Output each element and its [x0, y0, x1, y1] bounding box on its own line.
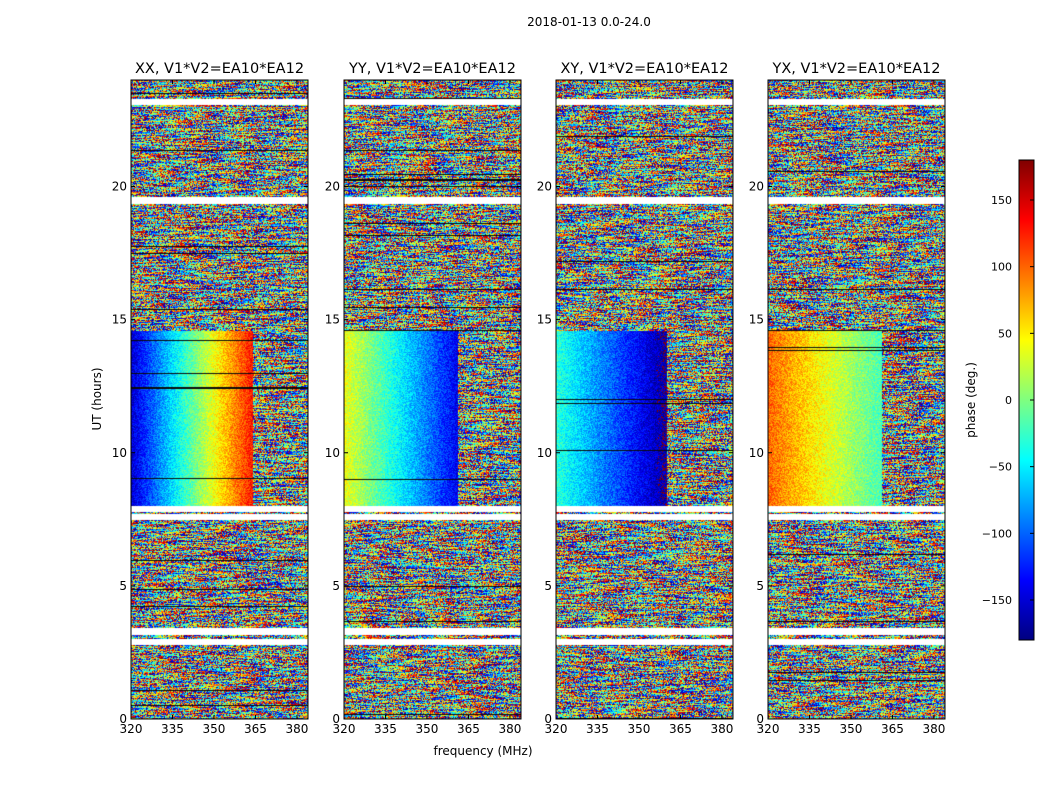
- x-tick-label: 365: [669, 722, 692, 736]
- y-tick-label: 10: [537, 446, 552, 460]
- figure-suptitle: 2018-01-13 0.0-24.0: [527, 15, 651, 29]
- x-tick-label: 320: [333, 722, 356, 736]
- x-tick-label: 350: [840, 722, 863, 736]
- y-tick-label: 5: [544, 579, 552, 593]
- panel-heatmap-image: [768, 80, 945, 719]
- panel-title: YY, V1*V2=EA10*EA12: [348, 61, 516, 77]
- y-tick-label: 0: [756, 712, 764, 726]
- y-tick-label: 5: [119, 579, 127, 593]
- x-tick-label: 365: [244, 722, 267, 736]
- x-tick-label: 380: [922, 722, 945, 736]
- panel-title: XY, V1*V2=EA10*EA12: [560, 61, 728, 77]
- x-tick-label: 380: [285, 722, 308, 736]
- y-tick-label: 15: [749, 313, 764, 327]
- x-tick-label: 335: [374, 722, 397, 736]
- panel-2: XY, V1*V2=EA10*EA12 320 335 350 365 380 0 5 10 15…: [537, 61, 734, 736]
- y-axis-label: UT (hours): [90, 367, 104, 430]
- x-tick-label: 320: [120, 722, 143, 736]
- panel-heatmap-image: [131, 80, 308, 719]
- y-tick-label: 15: [537, 313, 552, 327]
- x-tick-label: 350: [628, 722, 651, 736]
- x-tick-label: 320: [757, 722, 780, 736]
- panel-title: XX, V1*V2=EA10*EA12: [135, 61, 304, 77]
- colorbar: −150 −100 −50 0 50 100 150 phase (deg.): [964, 159, 1035, 641]
- colorbar-tick-label: −100: [982, 527, 1012, 540]
- x-tick-label: 320: [545, 722, 568, 736]
- y-tick-label: 15: [112, 313, 127, 327]
- x-tick-label: 365: [881, 722, 904, 736]
- y-tick-label: 20: [749, 180, 764, 194]
- x-tick-label: 335: [586, 722, 609, 736]
- y-tick-label: 0: [332, 712, 340, 726]
- panel-frame: [130, 79, 309, 720]
- colorbar-ticks: −150 −100 −50 0 50 100 150: [982, 194, 1034, 607]
- colorbar-tick-label: 150: [991, 194, 1012, 207]
- y-tick-label: 15: [325, 313, 340, 327]
- y-tick-label: 10: [749, 446, 764, 460]
- x-axis-label: frequency (MHz): [433, 744, 532, 758]
- panel-title: YX, V1*V2=EA10*EA12: [771, 61, 940, 77]
- y-tick-label: 20: [325, 180, 340, 194]
- y-tick-label: 10: [325, 446, 340, 460]
- x-tick-label: 380: [498, 722, 521, 736]
- x-tick-label: 365: [457, 722, 480, 736]
- panel-3: YX, V1*V2=EA10*EA12 320 335 350 365 380 0 5 10 15…: [749, 61, 946, 736]
- colorbar-tick-label: 50: [998, 327, 1012, 340]
- panel-0: XX, V1*V2=EA10*EA12 320 335 350 365 380 0 5 10 15…: [112, 61, 309, 736]
- y-tick-label: 0: [119, 712, 127, 726]
- panel-frame: [555, 79, 734, 720]
- y-tick-label: 20: [537, 180, 552, 194]
- colorbar-label: phase (deg.): [964, 362, 978, 438]
- x-tick-label: 350: [416, 722, 439, 736]
- panel-frame: [767, 79, 946, 720]
- panel-1: YY, V1*V2=EA10*EA12 320 335 350 365 380 0 5 10 15…: [325, 61, 522, 736]
- x-tick-label: 335: [161, 722, 184, 736]
- colorbar-tick-label: 100: [991, 261, 1012, 274]
- panel-frame: [343, 79, 522, 720]
- panels-group: XX, V1*V2=EA10*EA12 320 335 350 365 380 0 5 10 15…: [112, 61, 946, 736]
- panel-heatmap-image: [556, 80, 733, 719]
- colorbar-tick-label: 0: [1005, 394, 1012, 407]
- y-tick-label: 0: [544, 712, 552, 726]
- y-tick-label: 10: [112, 446, 127, 460]
- x-tick-label: 335: [798, 722, 821, 736]
- x-tick-label: 350: [203, 722, 226, 736]
- colorbar-tick-label: −50: [989, 461, 1012, 474]
- colorbar-tick-label: −150: [982, 594, 1012, 607]
- panel-heatmap-image: [344, 80, 521, 719]
- y-tick-label: 5: [332, 579, 340, 593]
- y-tick-label: 5: [756, 579, 764, 593]
- x-tick-label: 380: [710, 722, 733, 736]
- y-tick-label: 20: [112, 180, 127, 194]
